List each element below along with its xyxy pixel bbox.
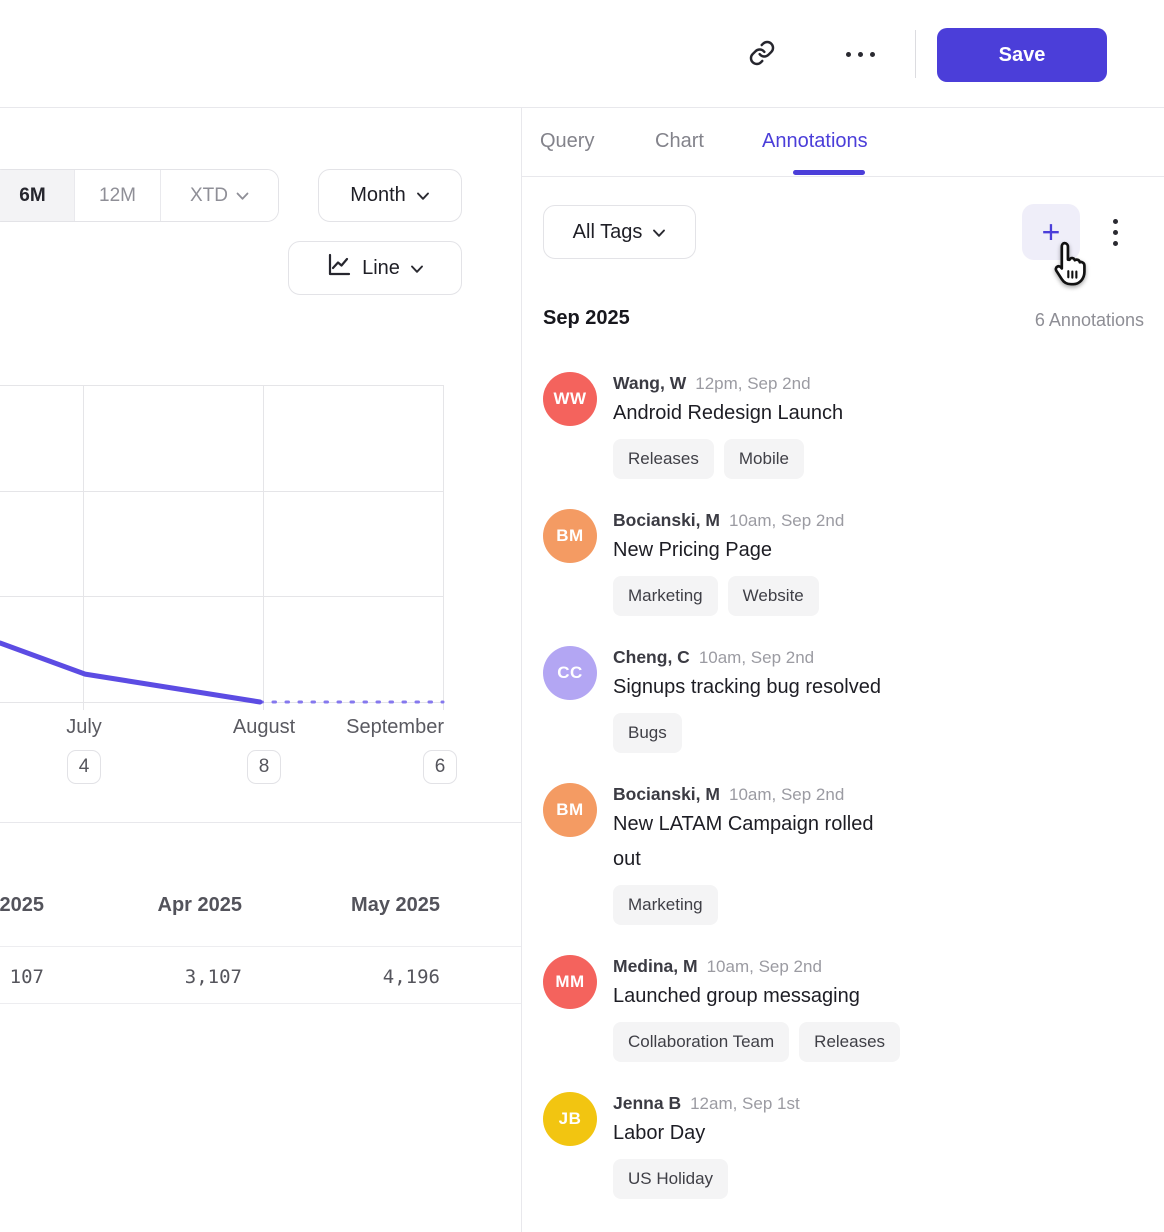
annotations-menu-button[interactable] — [1104, 206, 1126, 258]
annotation-author: Jenna B — [613, 1093, 682, 1113]
chevron-down-icon — [416, 184, 430, 207]
tag-filter-label: All Tags — [572, 220, 643, 243]
x-tick-august: August — [232, 716, 296, 738]
line-chart-icon — [326, 252, 352, 284]
save-button[interactable]: Save — [937, 28, 1107, 82]
table-value-col2: 3,107 — [184, 966, 242, 988]
annotation-timestamp: 10am, Sep 2nd — [698, 648, 815, 667]
annotation-tag[interactable]: Releases — [613, 439, 714, 479]
avatar: WW — [543, 372, 597, 426]
header-divider — [915, 30, 916, 78]
annotation-count-badge-september[interactable]: 6 — [423, 750, 457, 784]
more-options-button[interactable] — [840, 40, 880, 68]
chevron-down-icon — [236, 185, 249, 207]
active-tab-indicator — [793, 170, 865, 175]
copy-link-button[interactable] — [744, 36, 780, 72]
annotation-item[interactable]: CC Cheng, C 10am, Sep 2nd Signups tracki… — [543, 646, 1123, 753]
range-xtd-button[interactable]: XTD — [160, 170, 278, 221]
annotation-item[interactable]: BM Bocianski, M 10am, Sep 2nd New LATAM … — [543, 783, 1123, 925]
table-top-border — [0, 822, 521, 823]
annotation-author: Cheng, C — [613, 647, 690, 667]
annotation-timestamp: 10am, Sep 2nd — [728, 511, 845, 530]
tabbar-bottom-divider — [521, 176, 1164, 177]
annotation-item[interactable]: JB Jenna B 12am, Sep 1st Labor Day US Ho… — [543, 1092, 1123, 1199]
annotation-count-badge-july[interactable]: 4 — [67, 750, 101, 784]
panel-divider — [521, 107, 522, 1232]
range-6m-button[interactable]: 6M — [0, 170, 74, 221]
range-12m-button[interactable]: 12M — [74, 170, 160, 221]
tab-query[interactable]: Query — [540, 130, 595, 152]
table-value-col3: 4,196 — [382, 966, 440, 988]
chart-series-line — [0, 640, 263, 705]
chart-type-label: Line — [362, 256, 400, 279]
annotation-title: New LATAM Campaign rolled out — [613, 813, 874, 870]
avatar: JB — [543, 1092, 597, 1146]
annotation-author: Wang, W — [613, 373, 687, 393]
tag-filter-dropdown[interactable]: All Tags — [543, 205, 696, 259]
table-header-col3: May 2025 — [351, 894, 440, 916]
annotation-tag[interactable]: Mobile — [723, 439, 804, 479]
annotation-item[interactable]: MM Medina, M 10am, Sep 2nd Launched grou… — [543, 955, 1123, 1062]
line-chart-svg — [0, 385, 445, 710]
annotation-tag[interactable]: Marketing — [613, 885, 718, 925]
table-header-col2: Apr 2025 — [157, 894, 243, 916]
avatar: BM — [543, 509, 597, 563]
annotation-tag[interactable]: Marketing — [613, 576, 718, 616]
table-header-border — [0, 946, 521, 947]
chart-type-dropdown[interactable]: Line — [288, 241, 462, 295]
x-tick-july: July — [66, 716, 102, 738]
table-value-col1: 107 — [9, 966, 44, 988]
annotation-author: Bocianski, M — [613, 784, 720, 804]
annotation-timestamp: 10am, Sep 2nd — [706, 957, 822, 976]
annotation-tag[interactable]: US Holiday — [613, 1159, 729, 1199]
annotation-tag[interactable]: Website — [727, 576, 819, 616]
annotation-tag[interactable]: Collaboration Team — [613, 1022, 790, 1062]
annotation-item[interactable]: BM Bocianski, M 10am, Sep 2nd New Pricin… — [543, 509, 1123, 616]
annotation-title: Signups tracking bug resolved — [613, 676, 881, 698]
header-bottom-divider — [0, 107, 1164, 108]
chevron-down-icon — [410, 257, 424, 280]
avatar: BM — [543, 783, 597, 837]
annotation-title: Android Redesign Launch — [613, 402, 844, 424]
link-icon — [748, 39, 776, 70]
chart-gridlines — [0, 385, 444, 710]
add-annotation-button[interactable]: + — [1022, 204, 1080, 260]
x-tick-september: September — [346, 716, 444, 738]
chevron-down-icon — [652, 221, 666, 244]
tab-annotations[interactable]: Annotations — [762, 130, 868, 152]
annotation-author: Bocianski, M — [613, 510, 720, 530]
annotation-title: Launched group messaging — [613, 985, 860, 1007]
annotations-month-header: Sep 2025 — [543, 307, 630, 329]
table-row-border — [0, 1003, 521, 1004]
avatar: MM — [543, 955, 597, 1009]
interval-dropdown[interactable]: Month — [318, 169, 462, 222]
annotation-author: Medina, M — [613, 956, 698, 976]
annotation-timestamp: 12am, Sep 1st — [690, 1094, 800, 1113]
annotation-tag[interactable]: Releases — [799, 1022, 901, 1062]
interval-label: Month — [350, 184, 406, 206]
annotations-count: 6 Annotations — [1034, 310, 1144, 330]
table-header-col1: 2025 — [0, 894, 44, 916]
annotation-item[interactable]: WW Wang, W 12pm, Sep 2nd Android Redesig… — [543, 372, 1123, 479]
annotation-tag[interactable]: Bugs — [613, 713, 682, 753]
annotation-count-badge-august[interactable]: 8 — [247, 750, 281, 784]
avatar: CC — [543, 646, 597, 700]
annotation-timestamp: 10am, Sep 2nd — [728, 785, 845, 804]
annotation-title: Labor Day — [613, 1122, 706, 1144]
annotations-list: WW Wang, W 12pm, Sep 2nd Android Redesig… — [543, 372, 1123, 1199]
horizontal-ellipsis-icon — [845, 51, 875, 57]
date-range-group: 6M 12M XTD — [0, 169, 279, 222]
tab-chart[interactable]: Chart — [655, 130, 704, 152]
range-xtd-label: XTD — [190, 184, 228, 206]
annotation-timestamp: 12pm, Sep 2nd — [695, 374, 811, 393]
annotation-title: New Pricing Page — [613, 539, 772, 561]
